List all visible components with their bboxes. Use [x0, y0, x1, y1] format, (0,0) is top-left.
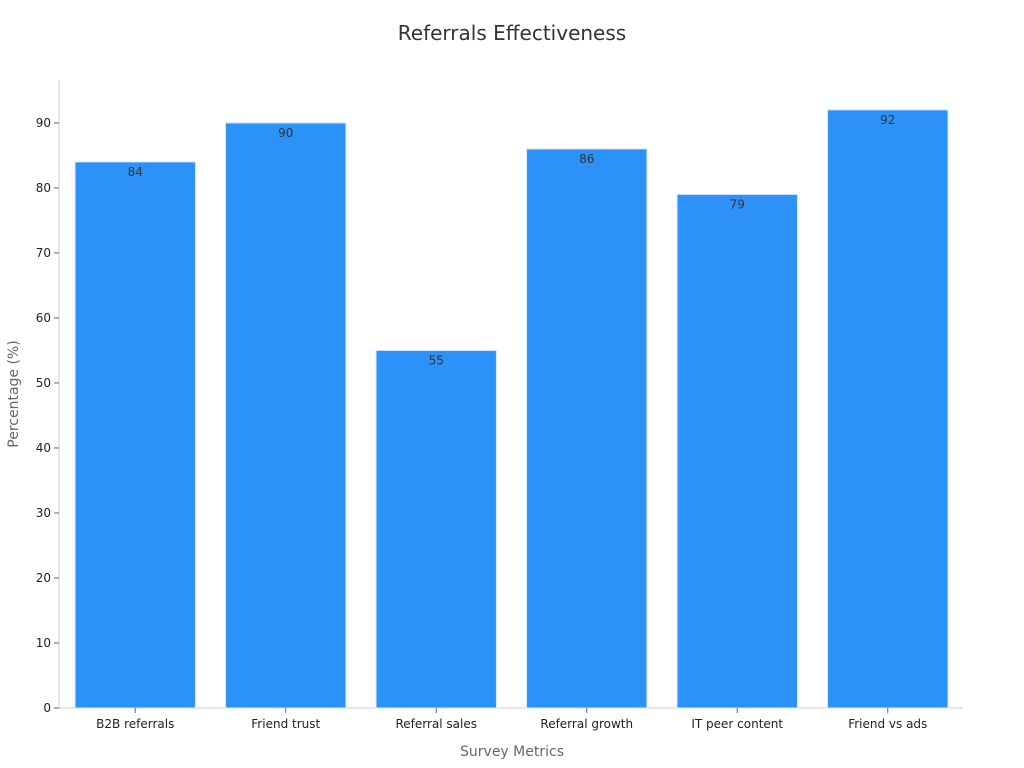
bar-value-label: 79 — [730, 197, 745, 211]
bar — [526, 148, 648, 709]
chart-title: Referrals Effectiveness — [398, 21, 626, 45]
x-tick-label: Referral sales — [395, 717, 477, 731]
bar — [74, 161, 196, 709]
bar-value-label: 55 — [429, 353, 444, 367]
y-tick-label: 90 — [36, 116, 51, 130]
y-axis-label: Percentage (%) — [6, 340, 22, 447]
bar-value-label: 90 — [278, 126, 293, 140]
x-tick-label: Referral growth — [540, 717, 633, 731]
bar — [375, 349, 497, 709]
bar — [225, 122, 347, 709]
x-axis-ticks: B2B referrals Friend trust Referral sales R… — [96, 708, 927, 731]
bar-value-label: 84 — [128, 165, 143, 179]
y-tick-label: 10 — [36, 636, 51, 650]
x-tick-label: Friend vs ads — [848, 717, 927, 731]
y-tick-label: 40 — [36, 441, 51, 455]
bar — [827, 109, 949, 709]
bar-value-label: 86 — [579, 152, 594, 166]
data-labels: 84 90 55 86 79 92 — [128, 113, 896, 368]
x-tick-label: B2B referrals — [96, 717, 174, 731]
x-tick-label: Friend trust — [251, 717, 320, 731]
bar — [676, 193, 798, 709]
y-axis-ticks: 0 10 20 30 40 50 60 70 80 90 — [36, 116, 59, 715]
y-tick-label: 20 — [36, 571, 51, 585]
y-tick-label: 70 — [36, 246, 51, 260]
x-axis-label: Survey Metrics — [460, 744, 564, 760]
y-tick-label: 60 — [36, 311, 51, 325]
y-tick-label: 80 — [36, 181, 51, 195]
bar-value-label: 92 — [880, 113, 895, 127]
y-tick-label: 50 — [36, 376, 51, 390]
y-tick-label: 0 — [43, 701, 51, 715]
bar-series — [74, 109, 949, 709]
x-tick-label: IT peer content — [691, 717, 783, 731]
y-tick-label: 30 — [36, 506, 51, 520]
